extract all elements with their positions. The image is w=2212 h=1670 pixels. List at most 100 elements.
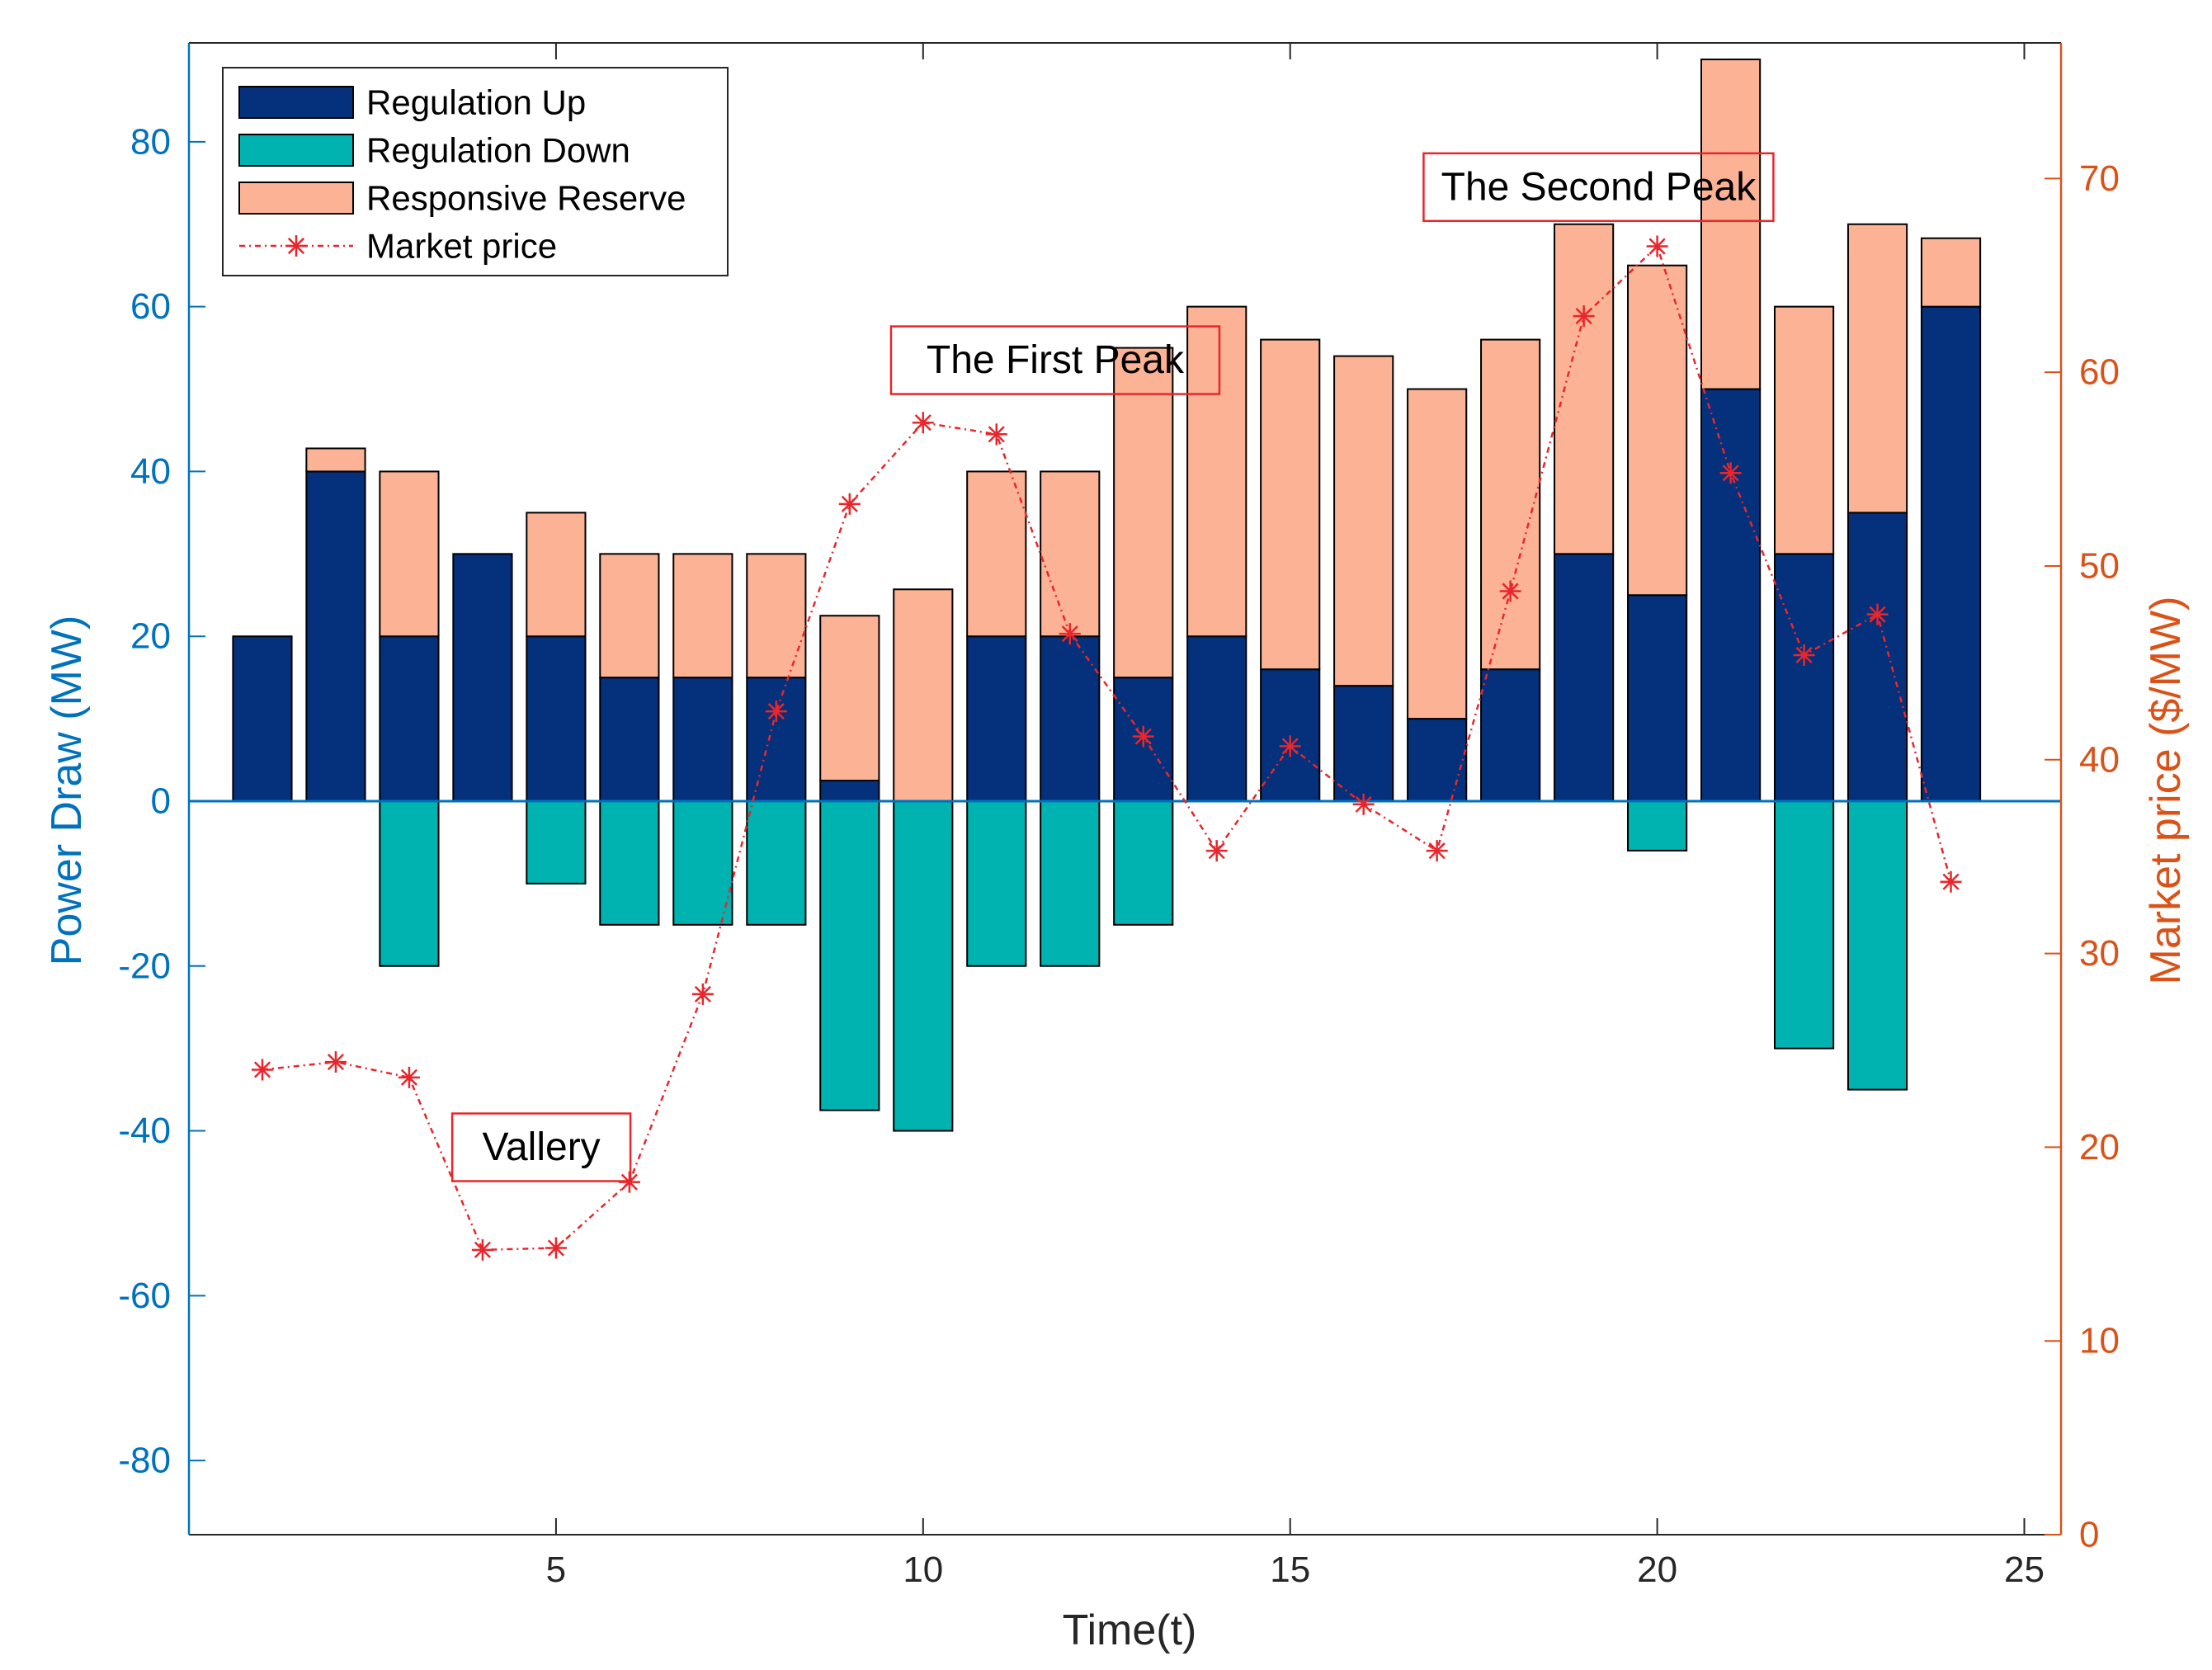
bar-regulation-up: [672, 677, 733, 802]
legend-marker: [285, 235, 307, 257]
annotation-text: The Second Peak: [1441, 165, 1757, 209]
marker-stroke: [767, 703, 785, 720]
bar-regulation-up: [1407, 718, 1468, 802]
legend-label: Market price: [366, 227, 557, 266]
price-point: [1646, 235, 1668, 257]
bar-responsive-reserve: [1700, 58, 1762, 390]
bar-regulation-up: [1773, 553, 1835, 802]
bar-responsive-reserve: [1627, 264, 1688, 597]
annotation-text: The First Peak: [927, 338, 1185, 382]
y-axis-left-label: Power Draw (MW): [43, 616, 91, 966]
marker-stroke: [988, 426, 1005, 443]
bar-regulation-up: [305, 470, 366, 802]
annotation: Vallery: [450, 1112, 632, 1182]
legend-label: Regulation Up: [366, 83, 586, 122]
bar-regulation-down: [599, 800, 660, 926]
bar-responsive-reserve: [672, 553, 733, 679]
bar-regulation-down: [1040, 800, 1101, 967]
bar-responsive-reserve: [1260, 338, 1321, 671]
y-right-tick-label: 70: [2079, 158, 2120, 199]
price-point: [398, 1066, 420, 1088]
price-point: [1132, 725, 1154, 748]
bar-regulation-up: [599, 677, 660, 802]
marker-stroke: [253, 1061, 271, 1078]
bar-regulation-up: [232, 635, 293, 802]
x-tick-label: 25: [2004, 1550, 2045, 1590]
marker-stroke: [1134, 728, 1152, 745]
price-point: [1573, 305, 1595, 328]
bar-responsive-reserve: [1554, 223, 1615, 555]
price-point: [471, 1238, 493, 1261]
y-left-tick-label: -60: [118, 1276, 171, 1316]
y-left-tick-label: -80: [118, 1441, 171, 1481]
legend: Regulation Up Regulation Down Responsive R…: [222, 67, 729, 276]
price-line: [262, 244, 1952, 1252]
marker-stroke: [1281, 738, 1299, 755]
bar-regulation-up: [746, 677, 807, 802]
marker-stroke: [1722, 465, 1739, 482]
bar-responsive-reserve: [526, 512, 587, 638]
price-point: [251, 1059, 273, 1081]
price-point: [1059, 623, 1081, 645]
annotation: The First Peak: [889, 325, 1221, 395]
annotation: The Second Peak: [1422, 152, 1775, 223]
bar-regulation-down: [893, 800, 954, 1132]
price-point: [1279, 735, 1301, 757]
axes-layer: 5 10 15 20 25 -80 -60 -40 -20 0 20 40 60 80 0 10 20 30 40 5…: [118, 42, 2120, 1590]
bars-layer: [232, 58, 1982, 1132]
marker-stroke: [474, 1241, 491, 1258]
marker-stroke: [327, 1053, 345, 1071]
marker-stroke: [1575, 307, 1592, 325]
price-point: [1940, 870, 1962, 893]
x-tick-label: 5: [546, 1550, 566, 1590]
marker-stroke: [1428, 842, 1446, 860]
bar-responsive-reserve: [1186, 305, 1247, 638]
marker-stroke: [694, 985, 711, 1002]
y-right-tick-label: 0: [2079, 1515, 2099, 1555]
bar-responsive-reserve: [379, 470, 440, 638]
price-point: [1866, 603, 1889, 625]
marker-stroke: [1942, 873, 1960, 890]
y-left-tick-label: 80: [130, 121, 171, 162]
bar-regulation-up: [379, 635, 440, 802]
y-left-tick-label: 40: [130, 451, 171, 492]
y-right-tick-label: 30: [2079, 933, 2120, 974]
y-left-tick-label: 60: [130, 286, 171, 327]
y-right-tick-label: 60: [2079, 352, 2120, 393]
y-right-tick-label: 20: [2079, 1127, 2120, 1168]
y-left-tick-label: -20: [118, 946, 171, 986]
price-point: [1426, 840, 1448, 862]
y-right-tick-label: 50: [2079, 545, 2120, 586]
price-point: [765, 701, 787, 723]
bar-regulation-down: [746, 800, 807, 926]
bar-regulation-up: [1186, 635, 1247, 802]
x-tick-label: 15: [1270, 1550, 1310, 1590]
bar-responsive-reserve: [746, 553, 807, 679]
price-point: [1793, 644, 1815, 666]
bar-responsive-reserve: [893, 588, 954, 802]
annotation-box: [1422, 152, 1775, 223]
bar-regulation-down: [819, 800, 880, 1111]
bar-regulation-up: [1700, 388, 1762, 802]
price-point: [691, 983, 714, 1005]
bar-regulation-up: [526, 635, 587, 802]
bar-regulation-up: [1920, 305, 1982, 802]
annotation-box: [889, 325, 1221, 395]
bar-responsive-reserve: [1333, 355, 1394, 687]
y-axis-right-label: Market price ($/MW): [2142, 597, 2190, 985]
x-tick-label: 10: [903, 1550, 943, 1590]
marker-stroke: [1648, 238, 1666, 255]
bar-regulation-up: [1040, 635, 1101, 802]
marker-stroke: [1502, 583, 1519, 600]
y-right-tick-label: 10: [2079, 1321, 2120, 1361]
marker-stroke: [1061, 625, 1078, 643]
annotation-text: Vallery: [483, 1125, 601, 1169]
bar-regulation-down: [672, 800, 733, 926]
bar-regulation-down: [1627, 800, 1688, 852]
legend-swatch: [238, 182, 354, 215]
bar-regulation-up: [452, 553, 513, 802]
bar-regulation-up: [819, 780, 880, 802]
bar-regulation-up: [1846, 512, 1908, 802]
bar-regulation-up: [1480, 668, 1541, 802]
